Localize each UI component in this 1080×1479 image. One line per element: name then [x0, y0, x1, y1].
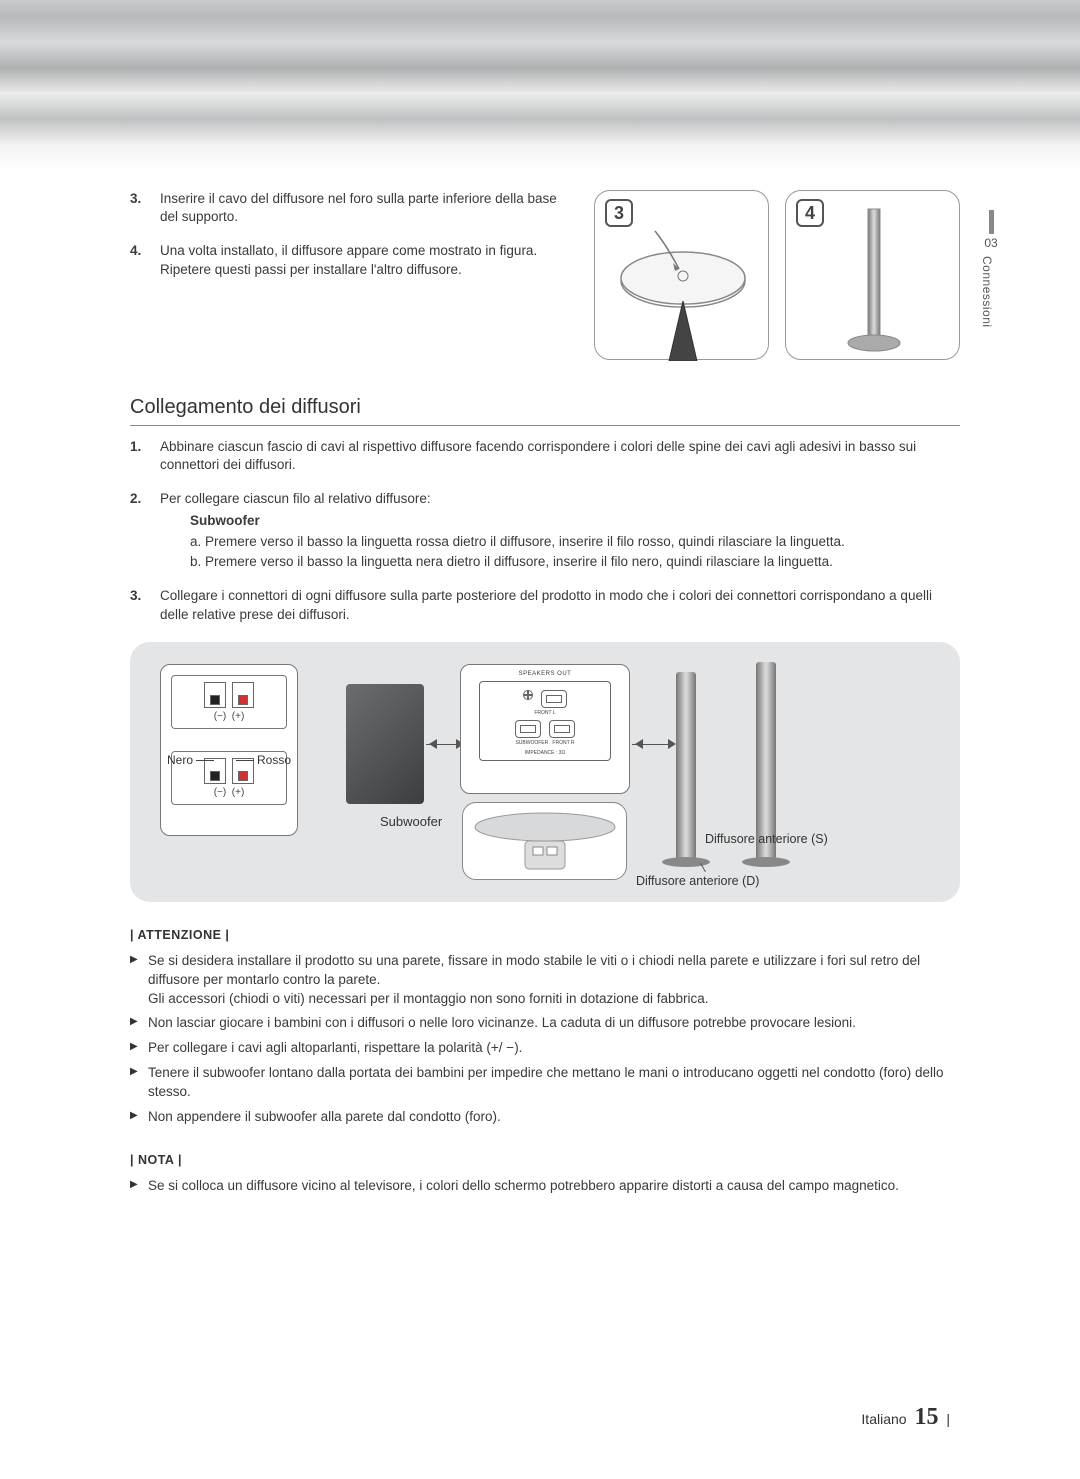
- arrow-icon: [630, 739, 643, 749]
- footer-page: 15: [914, 1404, 938, 1430]
- side-tab: 03 Connessioni: [980, 210, 1002, 328]
- sub-step-a: a. Premere verso il basso la linguetta r…: [190, 534, 845, 549]
- step-text: Abbinare ciascun fascio di cavi al rispe…: [160, 438, 960, 474]
- list-item: Non appendere il subwoofer alla parete d…: [130, 1108, 960, 1127]
- list-item: Se si desidera installare il prodotto su…: [130, 952, 960, 1009]
- subwoofer-icon: [346, 684, 424, 804]
- main-step-3: 3. Collegare i connettori di ogni diffus…: [130, 587, 960, 623]
- step-number: 2.: [130, 490, 160, 571]
- step-text: Per collegare ciascun filo al relativo d…: [160, 491, 431, 506]
- figure-number: 3: [605, 199, 633, 227]
- connection-diagram: (−) (+) Nero Rosso (−) (+) Subwoofer SPE…: [130, 642, 960, 902]
- jack-label: FRONT L: [484, 710, 606, 716]
- section-rule: [130, 425, 960, 426]
- jack-label: SUBWOOFER: [515, 740, 548, 746]
- minus-label: (−): [214, 787, 227, 798]
- step-3: 3. Inserire il cavo del diffusore nel fo…: [130, 190, 570, 226]
- header-gradient: [0, 0, 1080, 170]
- side-tab-number: 03: [980, 236, 1002, 250]
- screw-icon: [523, 690, 533, 700]
- main-unit-panel: SPEAKERS OUT FRONT L SUBWOOFER FRONT R I…: [460, 664, 630, 794]
- rosso-label: Rosso: [257, 753, 291, 767]
- front-speaker-r-icon: [676, 672, 696, 862]
- step-number: 1.: [130, 438, 160, 474]
- subwoofer-label: Subwoofer: [380, 814, 442, 829]
- impedance-label: IMPEDANCE : 3Ω: [484, 750, 606, 756]
- terminal-red-icon: [232, 682, 254, 708]
- terminal-panel: (−) (+) Nero Rosso (−) (+): [160, 664, 298, 836]
- main-step-2: 2. Per collegare ciascun filo al relativ…: [130, 490, 960, 571]
- sub-step-b: b. Premere verso il basso la linguetta n…: [190, 554, 833, 569]
- list-item: Per collegare i cavi agli altoparlanti, …: [130, 1039, 960, 1058]
- figure-3: 3: [594, 190, 769, 360]
- attenzione-head: | ATTENZIONE |: [130, 928, 960, 942]
- main-step-1: 1. Abbinare ciascun fascio di cavi al ri…: [130, 438, 960, 474]
- speakers-out-label: SPEAKERS OUT: [461, 671, 629, 677]
- step-text: Collegare i connettori di ogni diffusore…: [160, 587, 960, 623]
- page-footer: Italiano 15 |: [861, 1404, 950, 1431]
- nero-label: Nero: [167, 753, 193, 767]
- jack-label: FRONT R: [552, 740, 574, 746]
- subwoofer-head: Subwoofer: [190, 511, 260, 531]
- terminal-black-icon: [204, 682, 226, 708]
- footer-lang: Italiano: [861, 1411, 906, 1427]
- rear-callout: [462, 802, 627, 880]
- attenzione-list: Se si desidera installare il prodotto su…: [130, 952, 960, 1127]
- jack-icon: [541, 690, 567, 708]
- list-item: Tenere il subwoofer lontano dalla portat…: [130, 1064, 960, 1102]
- front-speaker-l-label: Diffusore anteriore (S): [705, 832, 828, 846]
- footer-bar: |: [946, 1411, 950, 1427]
- arrow-icon: [424, 739, 437, 749]
- plus-label: (+): [232, 711, 245, 722]
- callout-svg: [463, 803, 628, 881]
- step-4: 4. Una volta installato, il diffusore ap…: [130, 242, 570, 278]
- list-item: Non lasciar giocare i bambini con i diff…: [130, 1014, 960, 1033]
- minus-label: (−): [214, 711, 227, 722]
- figure-row: 3 4: [594, 190, 960, 360]
- step-text: Una volta installato, il diffusore appar…: [160, 242, 570, 278]
- figure-4: 4: [785, 190, 960, 360]
- step-number: 4.: [130, 242, 160, 278]
- nota-list: Se si colloca un diffusore vicino al tel…: [130, 1177, 960, 1196]
- jack-icon: [515, 720, 541, 738]
- side-tab-marker: [989, 210, 994, 234]
- figure-number: 4: [796, 199, 824, 227]
- section-title: Collegamento dei diffusori: [130, 396, 960, 419]
- side-tab-label: Connessioni: [980, 256, 994, 328]
- nota-head: | NOTA |: [130, 1153, 960, 1167]
- front-speaker-r-label: Diffusore anteriore (D): [636, 874, 759, 888]
- step-number: 3.: [130, 190, 160, 226]
- top-steps-list: 3. Inserire il cavo del diffusore nel fo…: [130, 190, 570, 279]
- plus-label: (+): [232, 787, 245, 798]
- step-number: 3.: [130, 587, 160, 623]
- step-text: Inserire il cavo del diffusore nel foro …: [160, 190, 570, 226]
- main-steps-list: 1. Abbinare ciascun fascio di cavi al ri…: [130, 438, 960, 624]
- list-item: Se si colloca un diffusore vicino al tel…: [130, 1177, 960, 1196]
- jack-icon: [549, 720, 575, 738]
- terminal-labels: Nero Rosso: [161, 753, 297, 767]
- page-content: 3. Inserire il cavo del diffusore nel fo…: [130, 190, 960, 1202]
